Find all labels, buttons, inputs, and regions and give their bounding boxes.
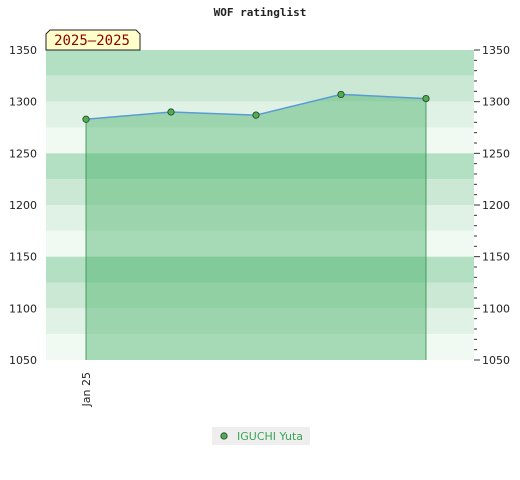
y-tick-label-left: 1150 — [9, 251, 37, 264]
background-bands — [46, 50, 474, 360]
data-point[interactable] — [337, 90, 345, 99]
left-y-axis: 1050 1100 1150 1200 1250 1300 1350 — [9, 44, 37, 367]
y-tick-label-left: 1250 — [9, 147, 37, 160]
x-tick-label: Jan 25 — [80, 372, 93, 407]
data-point[interactable] — [252, 111, 260, 119]
period-label: 2025–2025 — [54, 33, 130, 49]
grid-band — [46, 308, 474, 335]
grid-band — [46, 179, 474, 205]
x-axis: Jan 25 — [80, 372, 93, 407]
grid-band — [46, 334, 474, 360]
y-tick-label-right: 1250 — [482, 147, 510, 160]
right-y-axis: 1050 1100 1150 1200 1250 1300 1350 — [474, 44, 510, 367]
data-point[interactable] — [167, 108, 175, 116]
grid-band — [46, 282, 474, 309]
period-badge: 2025–2025 — [45, 29, 141, 51]
grid-band — [46, 205, 474, 231]
grid-band — [46, 153, 474, 180]
y-tick-label-left: 1050 — [9, 354, 37, 367]
y-tick-label-right: 1300 — [482, 96, 510, 109]
grid-band — [46, 127, 474, 154]
y-tick-label-right: 1350 — [482, 44, 510, 57]
grid-band — [46, 50, 474, 76]
legend-label[interactable]: IGUCHI Yuta — [237, 430, 303, 443]
y-tick-label-right: 1100 — [482, 302, 510, 315]
data-point[interactable] — [82, 115, 90, 123]
legend-marker-icon — [220, 432, 228, 440]
series-area — [86, 94, 426, 360]
y-tick-label-left: 1100 — [9, 302, 37, 315]
y-tick-label-left: 1350 — [9, 44, 37, 57]
y-tick-label-right: 1200 — [482, 199, 510, 212]
data-point[interactable] — [422, 94, 430, 103]
y-tick-label-left: 1200 — [9, 199, 37, 212]
legend: IGUCHI Yuta — [212, 427, 310, 445]
chart-title: WOF ratinglist — [213, 6, 307, 19]
grid-band — [46, 230, 474, 257]
y-tick-label-left: 1300 — [9, 96, 37, 109]
grid-band — [46, 256, 474, 283]
y-tick-label-right: 1050 — [482, 354, 510, 367]
area-layer — [82, 90, 430, 360]
y-tick-label-right: 1150 — [482, 251, 510, 264]
